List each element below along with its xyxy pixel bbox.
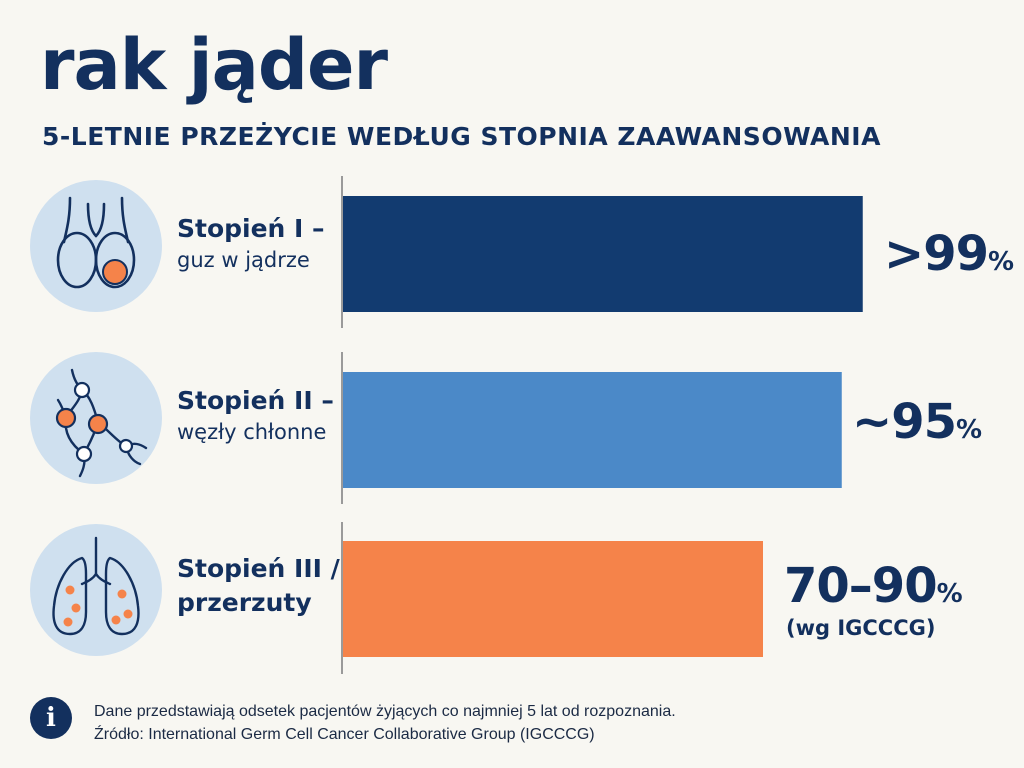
lymph-nodes-icon <box>30 352 162 484</box>
stage-3-label: Stopień III / przerzuty <box>177 552 340 620</box>
value-label-stage-1: >99% <box>884 230 1014 278</box>
value-text-stage-1: >99 <box>884 226 989 282</box>
axis-line-stage-2 <box>341 352 343 504</box>
stage-2-desc: węzły chłonne <box>177 419 327 444</box>
lungs-icon <box>30 524 162 656</box>
value-text-stage-3: 70–90 <box>784 558 938 614</box>
footnote-description: Dane przedstawiają odsetek pacjentów żyj… <box>94 703 676 720</box>
bar-stage-1 <box>343 196 863 312</box>
stage-2-label: Stopień II – węzły chłonne <box>177 384 334 446</box>
bar-stage-3 <box>343 541 763 657</box>
stage-2-title: Stopień II – <box>177 386 334 415</box>
info-icon: i <box>30 697 72 739</box>
testicle-icon <box>30 180 162 312</box>
value-unit-stage-3: % <box>936 579 963 609</box>
value-unit-stage-1: % <box>988 247 1015 277</box>
value-label-stage-2: ~95% <box>852 398 982 446</box>
axis-line-stage-1 <box>341 176 343 328</box>
stage-1-desc: guz w jądrze <box>177 247 310 272</box>
value-source-note: (wg IGCCCG) <box>786 616 936 640</box>
value-label-stage-3: 70–90% <box>784 562 963 610</box>
value-text-stage-2: ~95 <box>852 394 957 450</box>
stage-1-title: Stopień I – <box>177 214 325 243</box>
stage-3-desc: przerzuty <box>177 587 312 617</box>
stage-3-title: Stopień III / <box>177 554 340 583</box>
page-title: rak jąder <box>40 24 388 106</box>
page-subtitle: 5-LETNIE PRZEŻYCIE WEDŁUG STOPNIA ZAAWAN… <box>42 122 881 151</box>
axis-line-stage-3 <box>341 522 343 674</box>
bar-stage-2 <box>343 372 842 488</box>
value-unit-stage-2: % <box>956 415 983 445</box>
footnote-source: Źródło: International Germ Cell Cancer C… <box>94 726 595 744</box>
stage-1-label: Stopień I – guz w jądrze <box>177 212 325 274</box>
footnote: Dane przedstawiają odsetek pacjentów żyj… <box>94 700 676 746</box>
